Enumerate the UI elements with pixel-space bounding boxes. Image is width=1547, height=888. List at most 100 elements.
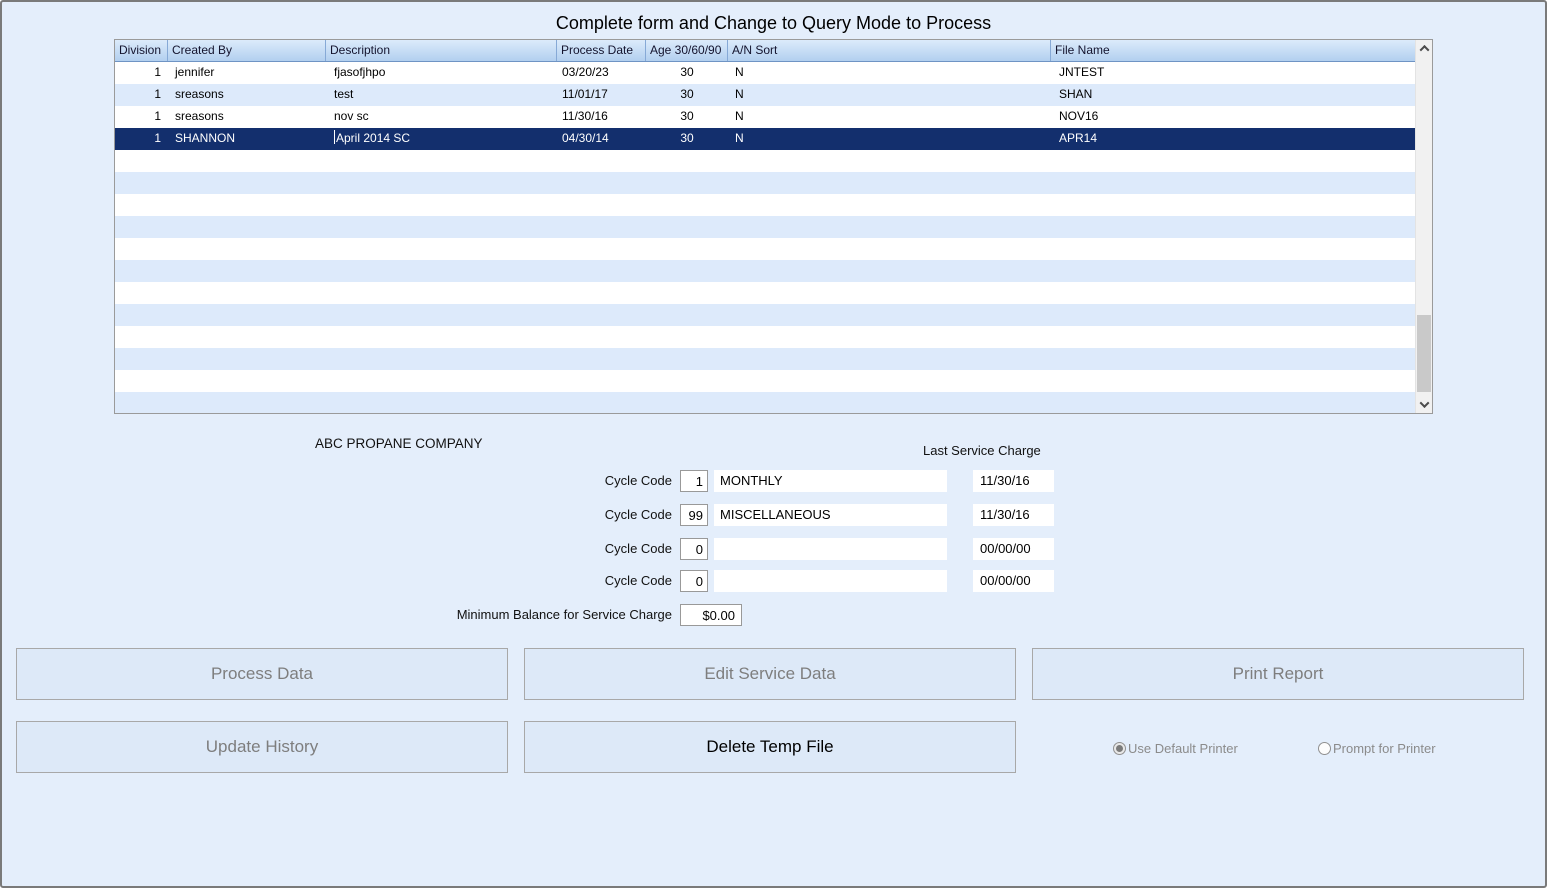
radio-button-icon [1318,742,1331,755]
cell-age [646,282,728,304]
cell-division [115,238,168,260]
empty-row[interactable] [115,260,1415,282]
cell-created-by [168,238,326,260]
cell-age [646,260,728,282]
cycle-code-input[interactable]: 0 [680,538,708,560]
radio-prompt-for-printer[interactable]: Prompt for Printer [1318,740,1436,756]
cell-file-name [1051,216,1415,238]
table-header-row: DivisionCreated ByDescriptionProcess Dat… [115,40,1415,62]
print-report-button[interactable]: Print Report [1032,648,1524,700]
cell-an-sort [728,392,1051,413]
table-body: 1jenniferfjasofjhpo03/20/2330NJNTEST1sre… [115,62,1415,413]
column-header-age[interactable]: Age 30/60/90 [646,40,728,61]
empty-row[interactable] [115,282,1415,304]
last-service-charge-date-field[interactable]: 00/00/00 [973,570,1054,592]
cell-created-by [168,304,326,326]
empty-row[interactable] [115,150,1415,172]
cycle-code-row: Cycle Code000/00/00 [2,570,1545,592]
cell-an-sort [728,238,1051,260]
cycle-code-row: Cycle Code 0 00/00/00 [2,538,1545,560]
cell-process-date [557,392,646,413]
cell-division: 1 [115,84,168,106]
cell-process-date [557,172,646,194]
cell-an-sort: N [728,106,1051,128]
cycle-code-input[interactable]: 0 [680,570,708,592]
scrollbar-thumb[interactable] [1417,315,1431,392]
cell-description [326,238,557,260]
cell-an-sort [728,348,1051,370]
cell-process-date [557,370,646,392]
empty-row[interactable] [115,392,1415,413]
last-service-charge-date-field[interactable]: 11/30/16 [973,470,1054,492]
cell-process-date [557,216,646,238]
cell-age [646,348,728,370]
cell-file-name [1051,172,1415,194]
empty-row[interactable] [115,370,1415,392]
cycle-description-field[interactable]: MISCELLANEOUS [714,504,947,526]
cell-process-date [557,238,646,260]
process-data-button[interactable]: Process Data [16,648,508,700]
cell-division [115,282,168,304]
radio-use-default-printer[interactable]: Use Default Printer [1113,740,1238,756]
cell-file-name [1051,194,1415,216]
cell-age [646,150,728,172]
table-row[interactable]: 1sreasonsnov sc11/30/1630NNOV16 [115,106,1415,128]
delete-temp-file-button[interactable]: Delete Temp File [524,721,1016,773]
cycle-description-field[interactable] [714,570,947,592]
vertical-scrollbar[interactable] [1415,40,1432,413]
last-service-charge-date-field[interactable]: 11/30/16 [973,504,1054,526]
column-header-file-name[interactable]: File Name [1051,40,1415,61]
cell-division [115,260,168,282]
table-row[interactable]: 1SHANNONApril 2014 SC04/30/1430NAPR14 [115,128,1415,150]
cell-age [646,216,728,238]
cell-division [115,216,168,238]
cell-description [326,326,557,348]
cycle-code-label: Cycle Code [432,538,672,560]
cell-division: 1 [115,62,168,84]
empty-row[interactable] [115,194,1415,216]
cell-description [326,348,557,370]
company-name-label: ABC PROPANE COMPANY [315,436,483,451]
empty-row[interactable] [115,304,1415,326]
empty-row[interactable] [115,172,1415,194]
cell-description [326,370,557,392]
empty-row[interactable] [115,216,1415,238]
update-history-button[interactable]: Update History [16,721,508,773]
table-row[interactable]: 1sreasonstest11/01/1730NSHAN [115,84,1415,106]
column-header-process-date[interactable]: Process Date [557,40,646,61]
empty-row[interactable] [115,326,1415,348]
cell-created-by [168,172,326,194]
cell-file-name: SHAN [1051,84,1415,106]
empty-row[interactable] [115,348,1415,370]
column-header-description[interactable]: Description [326,40,557,61]
table-row[interactable]: 1jenniferfjasofjhpo03/20/2330NJNTEST [115,62,1415,84]
cell-created-by: SHANNON [168,128,326,150]
cycle-code-input[interactable]: 99 [680,504,708,526]
last-service-charge-date-field[interactable]: 00/00/00 [973,538,1054,560]
cell-age [646,172,728,194]
cell-age [646,392,728,413]
cell-description [326,260,557,282]
cycle-description-field[interactable] [714,538,947,560]
cell-an-sort: N [728,62,1051,84]
cycle-code-input[interactable]: 1 [680,470,708,492]
cell-process-date: 11/01/17 [557,84,646,106]
cell-file-name [1051,304,1415,326]
edit-service-data-button[interactable]: Edit Service Data [524,648,1016,700]
cycle-description-field[interactable]: MONTHLY [714,470,947,492]
cell-division [115,392,168,413]
cell-an-sort: N [728,128,1051,150]
cell-process-date [557,260,646,282]
column-header-division[interactable]: Division [115,40,168,61]
scroll-down-button[interactable] [1416,396,1432,413]
cell-division: 1 [115,106,168,128]
cell-file-name [1051,370,1415,392]
column-header-an-sort[interactable]: A/N Sort [728,40,1051,61]
minimum-balance-input[interactable]: $0.00 [680,604,742,626]
radio-prompt-for-printer-label: Prompt for Printer [1333,741,1436,756]
scroll-up-button[interactable] [1416,40,1432,57]
column-header-created-by[interactable]: Created By [168,40,326,61]
cell-age: 30 [646,106,728,128]
empty-row[interactable] [115,238,1415,260]
cell-division [115,172,168,194]
